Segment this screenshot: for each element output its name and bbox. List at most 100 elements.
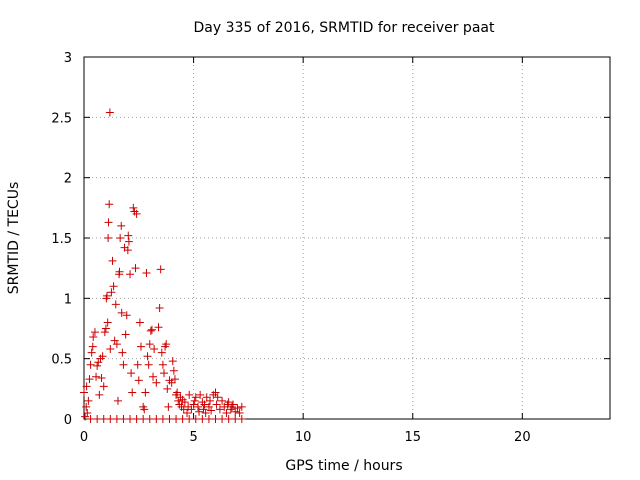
data-point [110, 336, 119, 345]
data-point [99, 382, 108, 391]
y-tick-label: 2.5 [51, 111, 72, 126]
data-point [213, 393, 222, 402]
data-point [170, 375, 179, 384]
data-point [158, 360, 167, 369]
axis-ticks: 0 5 10 15 20 0 0.5 1 1.5 2 2.5 3 [51, 51, 610, 445]
data-point [202, 393, 211, 402]
x-tick-label: 10 [295, 430, 312, 445]
y-tick-label: 0.5 [51, 353, 72, 368]
data-point [233, 404, 242, 413]
data-point [173, 388, 182, 397]
data-point [144, 360, 153, 369]
data-point [128, 388, 137, 397]
data-point [179, 405, 188, 414]
data-point [201, 408, 210, 417]
x-tick-label: 20 [514, 430, 531, 445]
y-axis-label: SRMTID / TECUs [6, 182, 22, 295]
data-point [206, 396, 215, 405]
data-point [122, 311, 131, 320]
data-point [104, 218, 113, 227]
data-point [82, 402, 91, 411]
data-point [146, 326, 155, 335]
data-point [185, 390, 194, 399]
data-point [111, 300, 120, 309]
data-point [89, 332, 98, 341]
data-point [211, 388, 220, 397]
data-point [224, 398, 233, 407]
data-point [95, 390, 104, 399]
data-point [155, 303, 164, 312]
y-tick-label: 2 [64, 172, 72, 187]
y-tick-label: 0 [64, 413, 72, 428]
data-point [212, 400, 221, 409]
data-point [235, 408, 244, 417]
data-point [196, 390, 205, 399]
data-point [80, 388, 88, 397]
data-point [97, 373, 106, 382]
data-point [126, 270, 135, 279]
data-point [101, 324, 110, 333]
data-point [157, 348, 166, 357]
data-point [136, 342, 145, 351]
data-point [90, 328, 99, 337]
data-point [191, 393, 200, 402]
data-point [121, 330, 130, 339]
data-point [195, 407, 204, 416]
data-point [108, 256, 117, 265]
data-point [149, 372, 158, 381]
data-point [200, 400, 209, 409]
data-point [159, 369, 168, 378]
data-point [115, 267, 124, 276]
data-point [162, 340, 171, 349]
data-point [145, 340, 154, 349]
data-point [180, 398, 189, 407]
data-point [103, 291, 112, 300]
data-point [105, 200, 114, 209]
data-point [98, 352, 107, 361]
data-point [152, 378, 161, 387]
data-point [117, 221, 126, 230]
data-point [218, 396, 227, 405]
data-point [107, 288, 116, 297]
x-tick-label: 5 [189, 430, 197, 445]
data-point [143, 352, 152, 361]
data-point [147, 325, 156, 334]
data-point [140, 405, 149, 414]
y-tick-label: 1.5 [51, 232, 72, 247]
data-point [132, 209, 141, 218]
x-tick-label: 0 [80, 430, 88, 445]
data-point [116, 234, 125, 242]
data-point [117, 308, 126, 317]
data-point [237, 402, 246, 411]
x-tick-label: 15 [404, 430, 421, 445]
y-tick-label: 1 [64, 292, 72, 307]
data-point [84, 396, 93, 405]
data-point [112, 340, 121, 349]
data-point [118, 348, 127, 357]
y-tick-label: 3 [64, 51, 72, 66]
x-axis-label: GPS time / hours [285, 458, 402, 474]
data-point [106, 345, 115, 354]
data-point [169, 366, 178, 375]
data-point [85, 375, 94, 384]
data-point [163, 384, 172, 393]
data-point [207, 406, 216, 415]
data-point [131, 264, 140, 273]
data-point [119, 360, 128, 369]
data-point [127, 369, 136, 378]
data-point [187, 405, 196, 414]
data-point [164, 402, 173, 411]
data-point [105, 108, 114, 117]
data-point [150, 345, 159, 354]
data-point [134, 376, 143, 385]
data-point [156, 265, 165, 274]
data-point [142, 268, 151, 277]
data-point [193, 402, 202, 411]
data-point [104, 234, 113, 242]
data-point [183, 408, 192, 417]
data-point [229, 400, 238, 409]
data-point [141, 388, 150, 397]
data-point [133, 360, 142, 369]
data-point [129, 203, 138, 212]
